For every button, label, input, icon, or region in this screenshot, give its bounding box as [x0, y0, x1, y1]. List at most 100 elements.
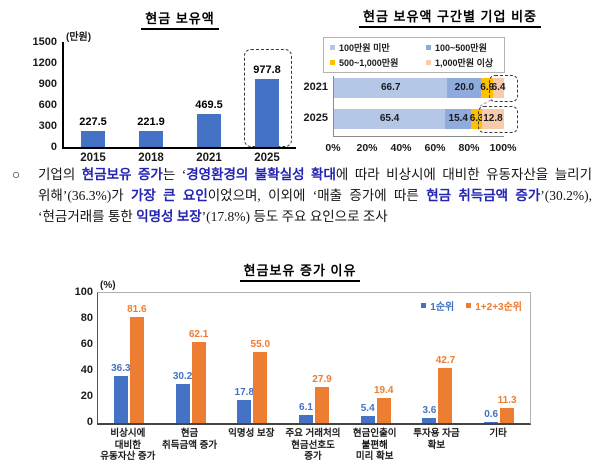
- category-label-line: 현금인출이: [352, 428, 397, 439]
- y-axis-tick-label: 80: [80, 312, 93, 324]
- cash-range-legend: 100만원 미만 100~500만원 500~1,000만원 1,000만원 이상: [323, 37, 505, 73]
- legend-label: 500~1,000만원: [339, 58, 399, 68]
- bar: [175, 383, 190, 423]
- x-axis-category-label: 익명성 보장: [220, 428, 282, 440]
- paragraph-emphasis: 경영환경의 불확실성 확대: [186, 167, 336, 182]
- y-axis-tick-label: 0: [86, 416, 93, 428]
- y-axis-tick-label: 0: [50, 141, 57, 153]
- bar-value-label: 11.3: [497, 395, 517, 407]
- stack-segment: [481, 78, 494, 98]
- legend-label: 100~500만원: [435, 43, 487, 53]
- legend-marker: [330, 45, 335, 50]
- bar-value-label: 27.9: [312, 373, 332, 385]
- cash-amount-chart-title: 현금 보유액: [60, 8, 300, 30]
- paragraph-bullet: ○: [12, 167, 21, 182]
- paragraph-run: 에 따라 비상시에 대비한 유동자산을 늘리기 위해’(36.3%)가: [38, 167, 592, 203]
- category-label-line: 불편해: [361, 439, 388, 451]
- category-label-line: 투자용 자금: [413, 428, 460, 439]
- bar: [376, 397, 391, 423]
- bar-value-label: 977.8: [253, 63, 281, 76]
- x-axis-tick-label: 60%: [424, 142, 446, 154]
- bar-value-label: 30.2: [172, 370, 193, 382]
- bar-value-label: 5.4: [360, 402, 375, 414]
- category-label-line: 대비한: [114, 439, 141, 451]
- paragraph-emphasis: 현금보유 증가: [81, 167, 163, 182]
- x-axis-category-label: 투자용 자금 확보: [406, 428, 468, 451]
- legend-label: 1순위: [430, 302, 455, 313]
- legend-label: 1+2+3순위: [475, 302, 522, 313]
- segment-value-label: 12.8: [483, 113, 503, 124]
- bar-value-label: 81.6: [127, 303, 147, 315]
- x-axis-category-label: 2018: [138, 152, 164, 164]
- y-axis-tick-label: 600: [38, 99, 57, 111]
- legend-item: 1,000만원 이상: [426, 56, 498, 69]
- stack-segment: [445, 109, 472, 129]
- increase-reason-plot: 36.3 81.6 30.2 62.1 17.8 55.0 6.1 27.9 5.4 19.4 3.…: [97, 292, 531, 425]
- bar: [113, 375, 128, 423]
- bar-value-label: 55.0: [250, 338, 271, 350]
- x-axis-category-label: 2025: [254, 152, 280, 164]
- legend-marker: [426, 60, 431, 65]
- bar: [139, 131, 163, 147]
- cash-range-plot: 66.7 20.0 6.9 6.4 65.4 15.4 6.3 12.8: [333, 76, 506, 137]
- bar-value-label: 36.3: [111, 362, 131, 374]
- legend-marker: [466, 303, 472, 308]
- x-axis-category-label: 주요 거래처의 현금선호도 증가: [282, 428, 344, 463]
- category-label-line: 익명성 보장: [228, 428, 275, 439]
- paragraph-text: 기업의 현금보유 증가는 ‘경영환경의 불확실성 확대에 따라 비상시에 대비한…: [38, 164, 592, 227]
- legend-label: 1,000만원 이상: [435, 58, 494, 68]
- y-axis-tick-label: 1200: [32, 57, 57, 69]
- bar: [299, 415, 313, 423]
- paragraph-emphasis: 가장 큰 요인: [130, 188, 208, 203]
- bar: [255, 78, 279, 147]
- x-axis-tick-label: 100%: [489, 142, 517, 154]
- x-axis-tick-label: 80%: [458, 142, 480, 154]
- paragraph-run: ’(30.2%), ‘현금거래를 통한: [38, 188, 592, 224]
- paragraph-run: 기업의: [38, 167, 82, 182]
- y-axis-tick-label: 60: [80, 338, 93, 350]
- legend-marker: [421, 303, 427, 308]
- y-axis-category-label: 2021: [303, 81, 328, 93]
- cash-amount-plot: 0 300 600 900 1200 1500 227.5 2015 221.9 2018 469.…: [33, 36, 296, 164]
- category-label-line: 미리 확보: [355, 451, 394, 462]
- legend-item: 100만원 미만: [330, 41, 426, 54]
- paragraph-run: 이었으며, 이외에 ‘매출 증가에 따른: [207, 188, 427, 203]
- category-label-line: 기타: [489, 428, 507, 439]
- bar-value-label: 19.4: [373, 384, 394, 396]
- bar-value-label: 6.1: [299, 402, 313, 414]
- y-axis-tick-label: 40: [80, 364, 93, 376]
- bar-value-label: 227.5: [79, 116, 107, 129]
- bar-value-label: 17.8: [234, 386, 255, 398]
- legend-marker: [330, 60, 335, 65]
- cash-range-chart-title-text: 현금 보유액 구간별 기업 비중: [359, 9, 541, 28]
- x-axis-category-label: 기타: [467, 428, 529, 440]
- y-axis-tick-label: 100: [74, 286, 93, 298]
- body-paragraph: ○ 기업의 현금보유 증가는 ‘경영환경의 불확실성 확대에 따라 비상시에 대…: [12, 164, 592, 227]
- bar: [197, 114, 221, 147]
- segment-value-label: 15.4: [448, 113, 468, 124]
- y-axis-tick-label: 1500: [32, 36, 57, 48]
- increase-reason-chart: 현금보유 증가 이유 (%) 36.3 81.6 30.2 62.1 17.8 55.0 6…: [0, 256, 600, 468]
- bar-value-label: 42.7: [435, 354, 456, 366]
- x-axis-tick-label: 40%: [390, 142, 412, 154]
- x-axis-category-label: 2021: [196, 152, 222, 164]
- bar: [191, 342, 206, 423]
- bar: [360, 415, 375, 423]
- paragraph-emphasis: 익명성 보장: [136, 209, 202, 224]
- stack-segment: [471, 109, 483, 129]
- stack-segment: [482, 109, 504, 129]
- x-axis-tick-label: 20%: [356, 142, 378, 154]
- stack-segment: [447, 78, 482, 98]
- bar: [253, 351, 268, 423]
- increase-reason-chart-title: 현금보유 증가 이유: [150, 260, 450, 282]
- bar-value-label: 221.9: [137, 116, 165, 129]
- segment-value-label: 65.4: [379, 113, 400, 124]
- legend-item: 100~500만원: [426, 41, 498, 54]
- bar: [315, 386, 329, 423]
- bar: [484, 422, 499, 423]
- segment-value-label: 6.3: [469, 113, 484, 124]
- increase-reason-unit-label: (%): [100, 280, 116, 291]
- bar-value-label: 3.6: [422, 405, 437, 417]
- y-axis-tick-label: 300: [38, 120, 57, 132]
- increase-reason-legend: 1순위 1+2+3순위: [421, 298, 522, 313]
